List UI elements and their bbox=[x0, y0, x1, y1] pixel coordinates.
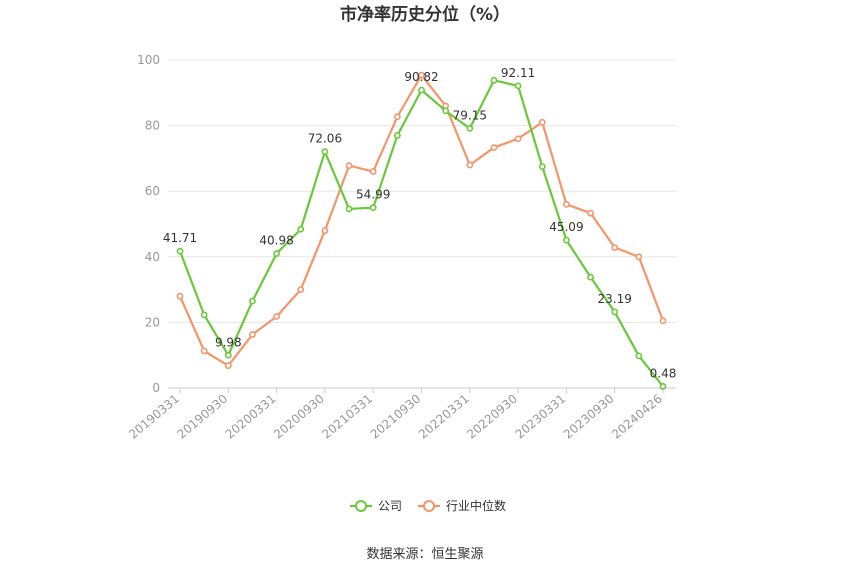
data-point bbox=[249, 331, 256, 338]
data-point bbox=[611, 308, 619, 316]
y-tick-label: 60 bbox=[145, 184, 160, 198]
data-point bbox=[418, 86, 425, 94]
series-line bbox=[178, 79, 664, 388]
data-point bbox=[635, 352, 643, 360]
data-point bbox=[442, 107, 450, 115]
legend-label: 行业中位数 bbox=[446, 498, 506, 513]
data-point bbox=[466, 161, 474, 169]
data-label: 45.09 bbox=[549, 220, 583, 234]
data-label: 72.06 bbox=[308, 132, 342, 146]
x-tick-label: 20210331 bbox=[319, 392, 375, 442]
data-point bbox=[611, 244, 619, 252]
x-tick-label: 20190930 bbox=[174, 392, 230, 442]
data-point bbox=[176, 292, 184, 300]
y-axis-ticks: 0 20 40 60 80 100 bbox=[137, 53, 160, 395]
y-tick-label: 20 bbox=[145, 315, 160, 329]
data-point bbox=[200, 311, 208, 319]
data-point bbox=[393, 113, 401, 121]
data-point bbox=[538, 163, 546, 170]
data-label: 40.98 bbox=[259, 234, 293, 248]
data-point bbox=[587, 209, 594, 217]
chart-title: 市净率历史分位（%） bbox=[340, 4, 510, 25]
legend-label: 公司 bbox=[378, 499, 402, 513]
data-point bbox=[514, 135, 522, 143]
data-label: 23.19 bbox=[598, 292, 632, 306]
y-tick-label: 100 bbox=[137, 53, 160, 67]
data-point bbox=[587, 273, 594, 281]
data-point bbox=[345, 162, 353, 170]
data-point bbox=[321, 227, 329, 234]
data-point bbox=[224, 362, 232, 370]
y-tick-label: 40 bbox=[145, 250, 160, 264]
data-point bbox=[200, 347, 208, 355]
data-point bbox=[369, 168, 377, 175]
x-tick-label: 20230930 bbox=[561, 392, 617, 442]
data-point bbox=[393, 132, 401, 139]
data-label: 92.11 bbox=[501, 66, 535, 80]
data-point bbox=[249, 297, 256, 305]
data-point bbox=[514, 82, 522, 90]
data-point bbox=[466, 124, 474, 132]
data-point bbox=[538, 118, 546, 126]
x-tick-label: 20200930 bbox=[271, 392, 327, 442]
data-point bbox=[273, 250, 280, 257]
x-tick-label: 20200331 bbox=[223, 392, 279, 442]
x-tick-label: 20240426 bbox=[609, 392, 665, 442]
data-label: 54.99 bbox=[356, 188, 390, 202]
x-axis: 2019033120190930202003312020093020210331… bbox=[126, 388, 665, 442]
data-point bbox=[563, 236, 570, 244]
data-point bbox=[273, 313, 280, 320]
data-label: 0.48 bbox=[650, 366, 677, 380]
data-label: 41.71 bbox=[163, 231, 197, 245]
data-labels: 41.71 9.98 40.98 72.06 54.99 90.82 79.15 92.11 4… bbox=[163, 66, 677, 381]
x-tick-label: 20220331 bbox=[416, 392, 472, 442]
data-point bbox=[635, 253, 643, 261]
x-tick-label: 20230331 bbox=[513, 392, 569, 442]
data-point bbox=[563, 200, 570, 208]
y-tick-label: 0 bbox=[152, 381, 160, 395]
data-point bbox=[490, 144, 498, 151]
source-note: 数据来源：恒生聚源 bbox=[366, 547, 483, 562]
data-point bbox=[418, 71, 425, 79]
data-point bbox=[321, 148, 329, 156]
data-point bbox=[176, 247, 184, 255]
x-tick-label: 20220930 bbox=[464, 392, 520, 442]
legend-marker bbox=[423, 500, 435, 512]
data-label: 9.98 bbox=[215, 335, 242, 349]
data-point bbox=[297, 225, 305, 233]
x-tick-label: 20190331 bbox=[126, 392, 182, 442]
grid-lines bbox=[168, 59, 676, 389]
data-point bbox=[659, 317, 667, 325]
data-point bbox=[345, 205, 353, 213]
data-point bbox=[297, 286, 305, 293]
data-point bbox=[490, 76, 498, 84]
data-label: 79.15 bbox=[453, 108, 487, 122]
series-layer bbox=[176, 71, 667, 390]
legend-marker bbox=[355, 500, 367, 512]
data-point bbox=[659, 383, 667, 390]
legend[interactable]: 公司 行业中位数 bbox=[350, 498, 506, 513]
data-point bbox=[224, 351, 232, 359]
data-label: 90.82 bbox=[404, 70, 438, 84]
y-tick-label: 80 bbox=[145, 119, 160, 133]
x-tick-label: 20210930 bbox=[368, 392, 424, 442]
data-point bbox=[369, 204, 377, 212]
